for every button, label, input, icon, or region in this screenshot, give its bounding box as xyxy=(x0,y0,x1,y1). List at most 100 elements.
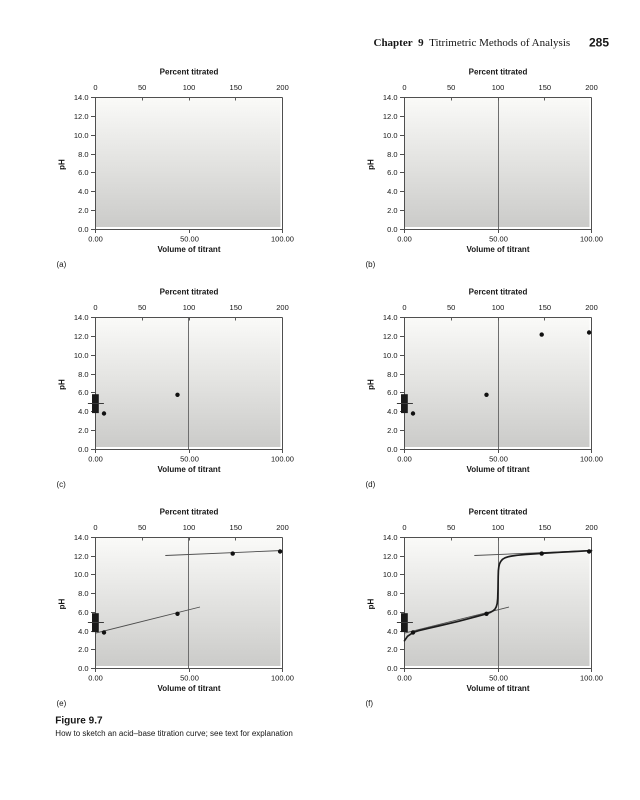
svg-text:100.00: 100.00 xyxy=(580,674,603,683)
svg-text:8.0: 8.0 xyxy=(78,589,88,598)
svg-text:50.00: 50.00 xyxy=(180,235,199,244)
svg-text:Percent titrated: Percent titrated xyxy=(469,508,528,517)
svg-text:100: 100 xyxy=(183,83,196,92)
svg-text:4.0: 4.0 xyxy=(78,187,88,196)
svg-text:8.0: 8.0 xyxy=(387,370,397,379)
svg-text:12.0: 12.0 xyxy=(383,112,398,121)
svg-text:14.0: 14.0 xyxy=(383,313,398,322)
svg-text:Volume of titrant: Volume of titrant xyxy=(467,684,530,693)
svg-text:4.0: 4.0 xyxy=(78,627,88,636)
svg-text:50.00: 50.00 xyxy=(180,455,199,464)
svg-text:8.0: 8.0 xyxy=(387,150,397,159)
svg-text:How to sketch an acid–base tit: How to sketch an acid–base titration cur… xyxy=(55,729,292,738)
svg-text:200: 200 xyxy=(585,303,598,312)
svg-text:150: 150 xyxy=(539,303,552,312)
svg-text:14.0: 14.0 xyxy=(383,93,398,102)
svg-text:0: 0 xyxy=(93,523,97,532)
svg-text:Percent titrated: Percent titrated xyxy=(160,68,219,77)
svg-text:100.00: 100.00 xyxy=(271,674,294,683)
svg-text:12.0: 12.0 xyxy=(74,332,89,341)
svg-text:100: 100 xyxy=(492,303,505,312)
svg-text:pH: pH xyxy=(58,159,67,170)
svg-text:6.0: 6.0 xyxy=(387,168,397,177)
svg-text:50: 50 xyxy=(138,523,146,532)
svg-text:8.0: 8.0 xyxy=(387,589,397,598)
svg-text:Percent titrated: Percent titrated xyxy=(160,508,219,517)
svg-text:200: 200 xyxy=(276,83,289,92)
svg-text:pH: pH xyxy=(58,379,67,390)
svg-text:6.0: 6.0 xyxy=(78,168,88,177)
svg-text:100.00: 100.00 xyxy=(271,235,294,244)
svg-text:8.0: 8.0 xyxy=(78,370,88,379)
svg-text:14.0: 14.0 xyxy=(74,533,89,542)
svg-text:Volume of titrant: Volume of titrant xyxy=(158,245,221,254)
svg-text:6.0: 6.0 xyxy=(78,388,88,397)
svg-text:(a): (a) xyxy=(57,260,67,269)
svg-text:10.0: 10.0 xyxy=(74,351,89,360)
svg-text:14.0: 14.0 xyxy=(74,313,89,322)
svg-text:100: 100 xyxy=(183,523,196,532)
svg-text:pH: pH xyxy=(367,598,376,609)
svg-text:pH: pH xyxy=(58,598,67,609)
svg-text:14.0: 14.0 xyxy=(74,93,89,102)
svg-text:0.00: 0.00 xyxy=(88,235,103,244)
svg-text:100.00: 100.00 xyxy=(580,455,603,464)
svg-text:2.0: 2.0 xyxy=(387,645,397,654)
svg-text:150: 150 xyxy=(539,523,552,532)
svg-text:2.0: 2.0 xyxy=(387,426,397,435)
svg-text:50.00: 50.00 xyxy=(489,455,508,464)
svg-text:50: 50 xyxy=(138,303,146,312)
svg-text:0.00: 0.00 xyxy=(397,455,412,464)
svg-text:10.0: 10.0 xyxy=(74,570,89,579)
svg-text:4.0: 4.0 xyxy=(387,627,397,636)
svg-text:(c): (c) xyxy=(57,480,67,489)
svg-text:2.0: 2.0 xyxy=(387,206,397,215)
svg-text:150: 150 xyxy=(230,523,243,532)
svg-text:100: 100 xyxy=(183,303,196,312)
svg-text:0.00: 0.00 xyxy=(397,674,412,683)
svg-text:2.0: 2.0 xyxy=(78,645,88,654)
svg-text:Volume of titrant: Volume of titrant xyxy=(158,465,221,474)
svg-text:0: 0 xyxy=(93,303,97,312)
svg-text:(f): (f) xyxy=(366,699,374,708)
svg-text:Figure 9.7: Figure 9.7 xyxy=(55,716,103,727)
svg-text:0.00: 0.00 xyxy=(88,455,103,464)
svg-text:12.0: 12.0 xyxy=(74,112,89,121)
svg-text:6.0: 6.0 xyxy=(387,608,397,617)
svg-text:pH: pH xyxy=(367,379,376,390)
svg-text:0.00: 0.00 xyxy=(397,235,412,244)
svg-text:0.0: 0.0 xyxy=(387,664,397,673)
svg-text:4.0: 4.0 xyxy=(78,407,88,416)
svg-text:12.0: 12.0 xyxy=(383,552,398,561)
svg-text:0.0: 0.0 xyxy=(78,664,88,673)
svg-text:150: 150 xyxy=(539,83,552,92)
svg-text:10.0: 10.0 xyxy=(74,131,89,140)
svg-text:2.0: 2.0 xyxy=(78,426,88,435)
svg-text:150: 150 xyxy=(230,83,243,92)
svg-text:0.0: 0.0 xyxy=(78,445,88,454)
svg-text:50: 50 xyxy=(138,83,146,92)
svg-text:2.0: 2.0 xyxy=(78,206,88,215)
svg-text:200: 200 xyxy=(585,523,598,532)
svg-text:50: 50 xyxy=(447,83,455,92)
svg-text:Percent titrated: Percent titrated xyxy=(469,68,528,77)
svg-text:4.0: 4.0 xyxy=(387,407,397,416)
svg-text:100: 100 xyxy=(492,83,505,92)
svg-text:Volume of titrant: Volume of titrant xyxy=(158,684,221,693)
svg-text:Percent titrated: Percent titrated xyxy=(469,288,528,297)
svg-text:Volume of titrant: Volume of titrant xyxy=(467,465,530,474)
svg-text:200: 200 xyxy=(276,303,289,312)
svg-text:10.0: 10.0 xyxy=(383,131,398,140)
svg-text:0: 0 xyxy=(402,523,406,532)
svg-text:Percent titrated: Percent titrated xyxy=(160,288,219,297)
svg-text:0.0: 0.0 xyxy=(387,225,397,234)
svg-text:200: 200 xyxy=(276,523,289,532)
svg-text:10.0: 10.0 xyxy=(383,351,398,360)
svg-text:50: 50 xyxy=(447,523,455,532)
svg-text:12.0: 12.0 xyxy=(74,552,89,561)
svg-text:0: 0 xyxy=(402,303,406,312)
svg-text:50.00: 50.00 xyxy=(180,674,199,683)
svg-text:0.0: 0.0 xyxy=(387,445,397,454)
svg-text:0.00: 0.00 xyxy=(88,674,103,683)
svg-text:100.00: 100.00 xyxy=(271,455,294,464)
